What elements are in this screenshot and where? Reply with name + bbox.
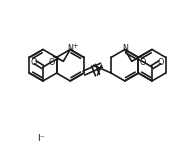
- Text: O: O: [140, 58, 146, 67]
- Text: I⁻: I⁻: [37, 134, 45, 143]
- Text: N: N: [67, 44, 73, 53]
- Text: O: O: [158, 58, 164, 67]
- Text: O: O: [31, 58, 37, 67]
- Text: N: N: [122, 44, 128, 53]
- Text: +: +: [72, 43, 77, 49]
- Text: O: O: [49, 58, 55, 67]
